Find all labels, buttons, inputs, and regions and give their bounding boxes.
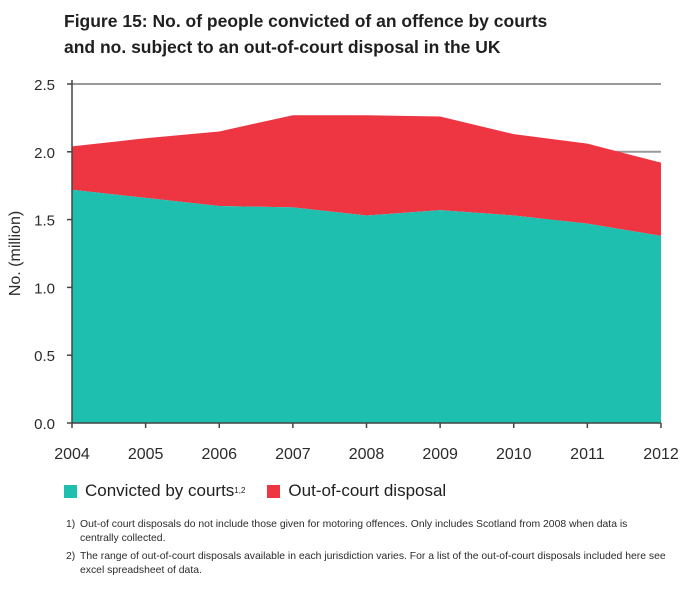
series-area-convicted	[72, 189, 661, 423]
stacked-area-chart: 0.0 0.5 1.0 1.5 2.0 2.5 2004 2005 2006 2007 2008 20…	[7, 77, 679, 463]
x-tick-label: 2005	[128, 446, 164, 463]
footnote-text: The range of out-of-court disposals avai…	[80, 551, 666, 576]
footnote-text: Out-of court disposals do not include th…	[80, 519, 628, 544]
legend-label-out-of-court: Out-of-court disposal	[288, 481, 447, 500]
chart-title-line-1: Figure 15: No. of people convicted of an…	[64, 11, 548, 31]
chart-title-line-2: and no. subject to an out-of-court dispo…	[64, 37, 501, 57]
legend-item-convicted: Convicted by courts 1,2	[64, 481, 245, 501]
x-tick-label: 2011	[570, 446, 605, 463]
x-tick-label: 2009	[422, 446, 458, 463]
legend-item-out-of-court: Out-of-court disposal	[267, 481, 446, 501]
footnote-number: 1)	[66, 519, 76, 530]
y-tick-label: 2.0	[34, 145, 55, 162]
y-tick-label: 0.5	[34, 348, 55, 365]
x-tick-label: 2006	[201, 446, 237, 463]
y-tick-label: 0.0	[34, 416, 55, 433]
x-tick-label: 2008	[349, 446, 385, 463]
legend-swatch-out-of-court	[267, 484, 281, 498]
footnote: 1) Out-of court disposals do not include…	[66, 518, 666, 545]
legend-swatch-convicted	[64, 484, 77, 498]
y-axis-title: No. (million)	[7, 211, 24, 296]
footnote: 2) The range of out-of-court disposals a…	[66, 550, 666, 577]
y-tick-label: 1.5	[34, 213, 55, 230]
legend-label-convicted: Convicted by courts	[85, 481, 235, 500]
chart-legend: Convicted by courts 1,2 Out-of-court disp…	[64, 480, 468, 502]
x-tick-label: 2007	[275, 446, 311, 463]
y-tick-label: 1.0	[34, 280, 55, 297]
x-tick-label: 2004	[54, 446, 90, 463]
series-area-out-of-court	[72, 115, 661, 236]
x-tick-label: 2012	[643, 446, 679, 463]
x-tick-label: 2010	[496, 446, 532, 463]
legend-superscript-convicted: 1,2	[234, 485, 246, 495]
footnote-number: 2)	[66, 551, 76, 562]
chart-title: Figure 15: No. of people convicted of an…	[64, 8, 674, 60]
y-tick-label: 2.5	[34, 77, 55, 94]
footnotes: 1) Out-of court disposals do not include…	[66, 518, 666, 582]
